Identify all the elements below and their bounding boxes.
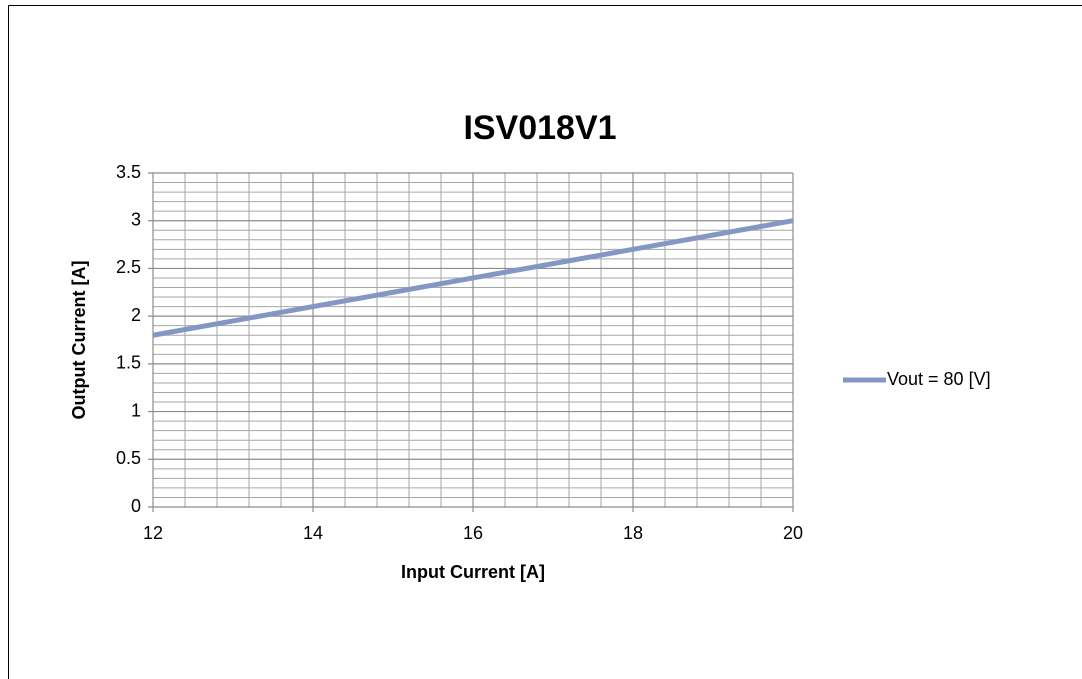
y-tick-label: 1 (131, 400, 141, 420)
y-tick-label: 0 (131, 496, 141, 516)
y-tick-label: 3 (131, 209, 141, 229)
legend-label: Vout = 80 [V] (887, 369, 991, 389)
x-tick-label: 14 (303, 523, 323, 543)
y-tick-label: 0.5 (116, 448, 141, 468)
x-tick-label: 20 (783, 523, 803, 543)
x-tick-label: 18 (623, 523, 643, 543)
y-tick-label: 2.5 (116, 257, 141, 277)
x-tick-label: 16 (463, 523, 483, 543)
y-axis-label: Output Current [A] (69, 261, 89, 420)
y-tick-label: 3.5 (116, 162, 141, 182)
y-tick-label: 1.5 (116, 353, 141, 373)
chart-title: ISV018V1 (463, 109, 616, 147)
x-tick-label: 12 (143, 523, 163, 543)
y-tick-label: 2 (131, 305, 141, 325)
series-line (152, 218, 794, 338)
x-axis-label: Input Current [A] (401, 562, 545, 582)
